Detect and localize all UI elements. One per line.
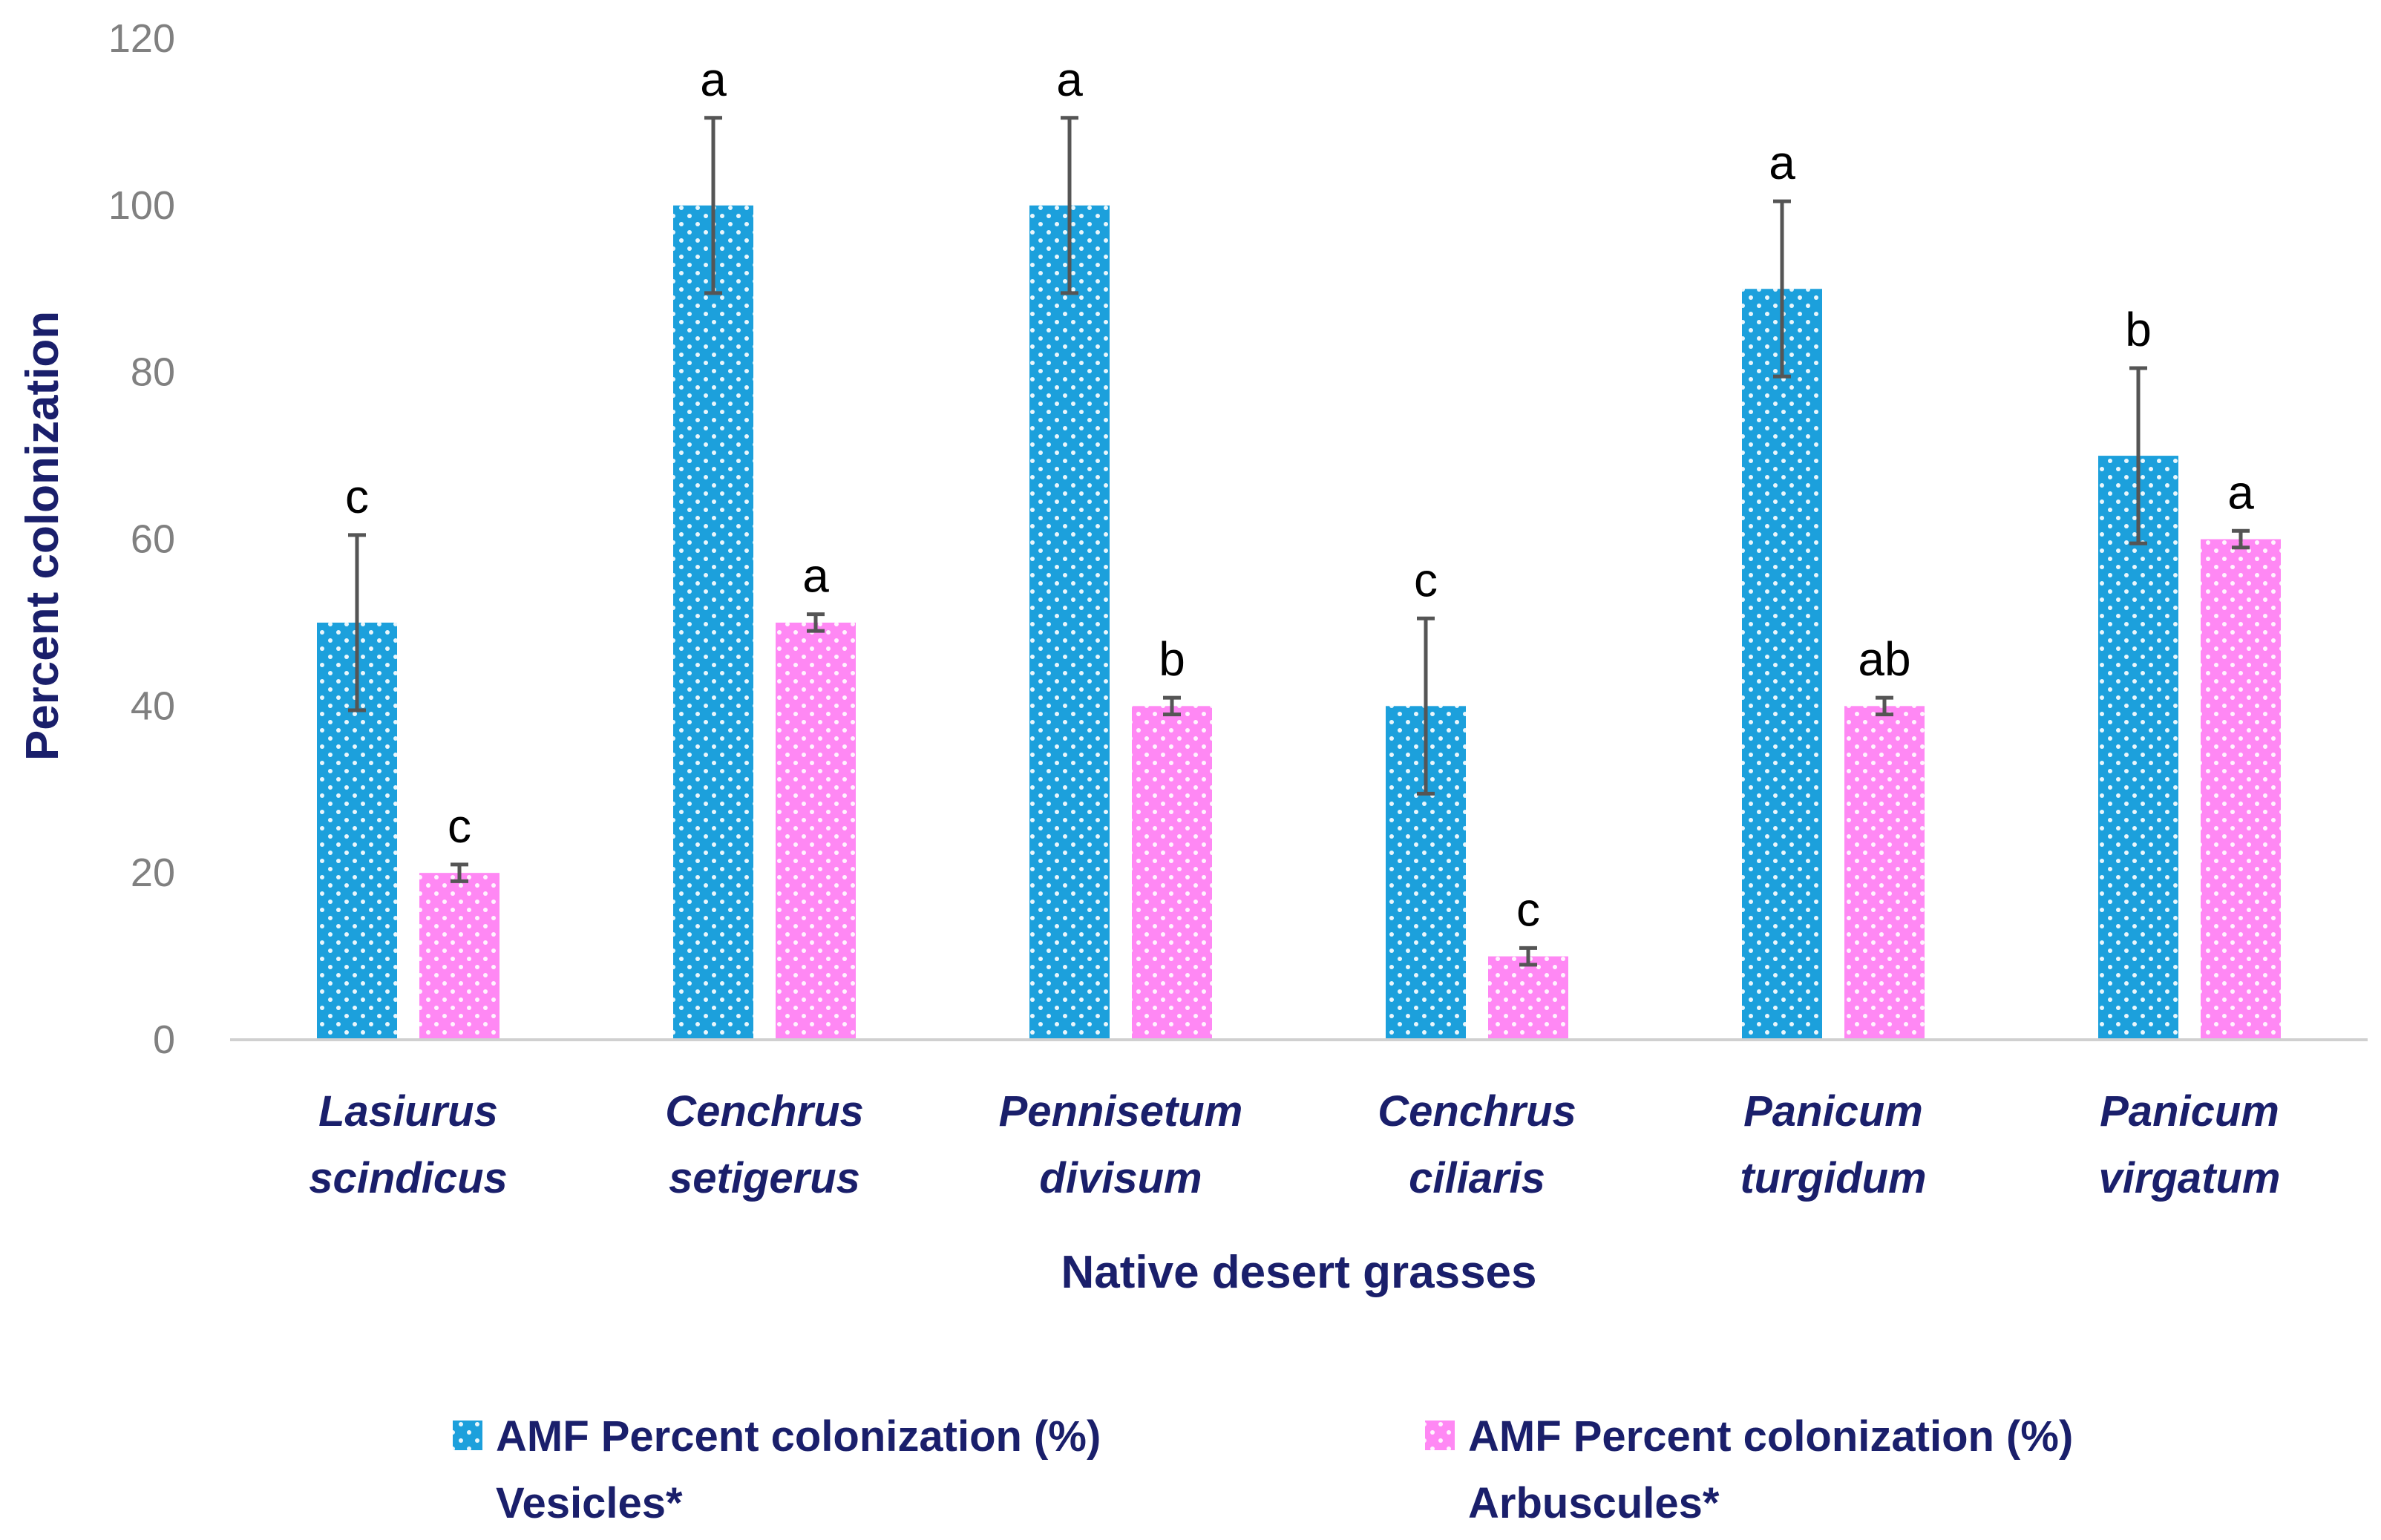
bar	[1029, 205, 1110, 1040]
bar	[1132, 706, 1212, 1040]
significance-letter: a	[2227, 465, 2254, 519]
y-tick-label: 80	[131, 350, 175, 395]
legend: AMF Percent colonization (%) Vesicles* AMF…	[453, 1412, 2073, 1527]
bar	[776, 622, 856, 1040]
x-tick-label: Lasiurus	[318, 1087, 498, 1136]
x-tick-label: virgatum	[2099, 1154, 2281, 1202]
y-tick-label: 100	[108, 183, 175, 228]
bar	[2098, 456, 2178, 1040]
x-axis-title: Native desert grasses	[1061, 1247, 1536, 1298]
x-tick-label: divisum	[1039, 1154, 1202, 1202]
x-tick-label: Cenchrus	[1378, 1087, 1576, 1136]
bar	[1488, 956, 1568, 1040]
legend-label: AMF Percent colonization (%)	[1468, 1412, 2073, 1461]
x-tick-label: turgidum	[1740, 1154, 1926, 1202]
y-tick-label: 60	[131, 517, 175, 562]
y-tick-label: 40	[131, 684, 175, 728]
bar-group	[317, 205, 2281, 1040]
y-axis: 0 20 40 60 80 100 120	[108, 16, 175, 1062]
significance-letter: c	[448, 799, 471, 853]
x-tick-label: ciliaris	[1409, 1154, 1545, 1202]
y-tick-label: 20	[131, 851, 175, 895]
bar	[419, 873, 500, 1040]
significance-letter: a	[700, 53, 727, 106]
bar	[1844, 706, 1925, 1040]
x-tick-label: setigerus	[669, 1154, 860, 1202]
legend-swatch	[1425, 1421, 1455, 1450]
x-tick-label: scindicus	[309, 1154, 508, 1202]
significance-letter: c	[345, 470, 369, 523]
y-axis-title: Percent colonization	[17, 311, 68, 761]
y-tick-label: 120	[108, 16, 175, 61]
x-tick-label: Panicum	[2100, 1087, 2279, 1136]
significance-letter: c	[1516, 882, 1540, 936]
significance-letter: b	[1159, 632, 1185, 686]
legend-swatch	[453, 1421, 482, 1450]
x-tick-label: Panicum	[1743, 1087, 1923, 1136]
x-axis-labels: Lasiurus scindicus Cenchrus setigerus Pennis…	[309, 1087, 2280, 1202]
legend-label: Vesicles*	[496, 1479, 683, 1527]
significance-letter: ab	[1858, 632, 1910, 686]
significance-letter: c	[1414, 553, 1438, 606]
legend-label: AMF Percent colonization (%)	[496, 1412, 1101, 1461]
bar	[673, 205, 753, 1040]
significance-letter: a	[1056, 53, 1083, 106]
bar	[1742, 289, 1822, 1040]
error-bar-group	[348, 116, 2250, 967]
x-tick-label: Cenchrus	[665, 1087, 864, 1136]
bar	[2201, 539, 2281, 1040]
x-tick-label: Pennisetum	[999, 1087, 1243, 1136]
significance-letter: b	[2125, 303, 2152, 356]
significance-letter: a	[802, 549, 829, 603]
significance-letter: a	[1769, 136, 1795, 189]
y-tick-label: 0	[153, 1018, 175, 1062]
legend-label: Arbuscules*	[1468, 1479, 1720, 1527]
